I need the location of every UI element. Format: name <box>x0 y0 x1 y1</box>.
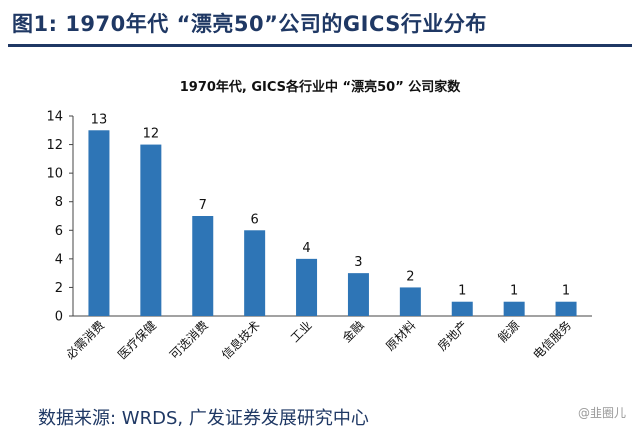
y-tick-label: 6 <box>55 224 63 239</box>
data-label: 1 <box>510 284 518 299</box>
data-label: 1 <box>562 284 570 299</box>
data-label: 4 <box>302 241 310 256</box>
y-tick-label: 8 <box>55 195 63 210</box>
bar <box>140 144 162 316</box>
y-tick-label: 14 <box>46 110 63 125</box>
y-tick-label: 2 <box>55 281 63 296</box>
y-tick-label: 0 <box>55 310 63 325</box>
data-label: 1 <box>458 284 466 299</box>
x-tick-label: 工业 <box>288 318 315 345</box>
x-tick-label: 能源 <box>495 318 522 345</box>
bar-chart: 0 2 4 6 8 10 12 14 13 必需消费 12 医疗保健 7 可选消费 6 信息技术 4 工业 3 金融 2… <box>46 110 592 363</box>
chart-title: 1970年代, GICS各行业中 “漂亮50” 公司家数 <box>179 80 461 95</box>
data-label: 2 <box>406 269 414 284</box>
x-tick-label: 必需消费 <box>63 318 107 362</box>
bar <box>192 216 214 316</box>
watermark: @韭圈儿 <box>577 406 626 420</box>
x-tick-label: 金融 <box>339 318 367 346</box>
y-tick-label: 4 <box>55 252 63 267</box>
bar <box>347 273 369 316</box>
bar <box>555 301 577 316</box>
y-tick-label: 10 <box>46 167 63 182</box>
bar <box>399 287 421 316</box>
x-tick-label: 医疗保健 <box>115 318 159 362</box>
x-tick-label: 信息技术 <box>218 318 263 363</box>
source-note: 数据来源: WRDS, 广发证券发展研究中心 <box>38 408 369 429</box>
bar <box>451 301 473 316</box>
title-divider <box>8 44 632 47</box>
bar <box>244 230 266 316</box>
y-tick-label: 12 <box>46 138 63 153</box>
figure-title: 图1: 1970年代 “漂亮50”公司的GICS行业分布 <box>12 12 487 36</box>
data-label: 13 <box>91 112 108 127</box>
bar <box>503 301 525 316</box>
data-label: 12 <box>143 127 160 142</box>
data-label: 3 <box>354 255 362 270</box>
bar <box>88 130 110 316</box>
bar <box>296 258 318 316</box>
data-label: 7 <box>199 198 207 213</box>
data-label: 6 <box>251 212 259 227</box>
x-tick-label: 原材料 <box>383 318 418 353</box>
x-tick-label: 电信服务 <box>530 318 575 363</box>
x-tick-label: 可选消费 <box>167 318 211 362</box>
x-tick-label: 房地产 <box>434 318 470 354</box>
